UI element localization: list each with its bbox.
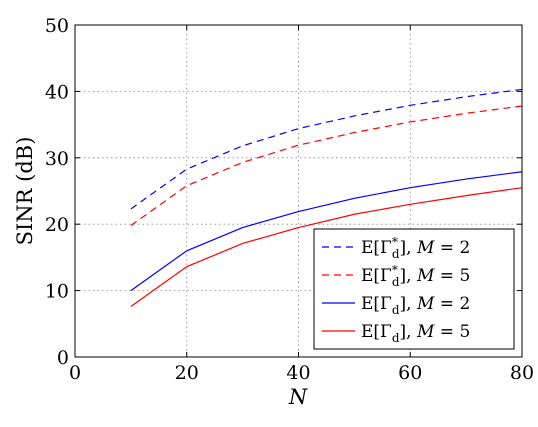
- legend: E[Γ* d], M = 2E[Γ* d], M = 5 E[Γd], M = 2 E[…: [313, 228, 515, 350]
- y-tick-label: 20: [45, 214, 69, 236]
- y-tick-label: 10: [45, 281, 69, 303]
- y-tick-label: 0: [57, 347, 69, 369]
- legend-entry-3: E[Γd], M = 2: [361, 294, 470, 317]
- series-line-2: [130, 105, 523, 227]
- y-tick-label: 40: [45, 81, 69, 103]
- axis-ticks: [74, 24, 523, 358]
- series-line-3: [130, 171, 523, 292]
- x-axis-label: N: [288, 385, 308, 409]
- x-tick-label: 60: [398, 362, 422, 384]
- grid: [75, 25, 522, 357]
- y-axis-label: SINR (dB): [13, 137, 37, 246]
- x-tick-label: 20: [175, 362, 199, 384]
- x-tick-label: 40: [286, 362, 310, 384]
- tick-labels: 0 20 40 60 80 0 10 20 30 40 50: [45, 15, 534, 384]
- legend-entry-1: E[Γ* d], M = 2: [361, 235, 470, 261]
- legend-box: [313, 228, 515, 350]
- series-line-4: [130, 187, 523, 308]
- legend-entry-4: E[Γd], M = 5: [361, 322, 470, 345]
- legend-entry-2: E[Γ* d], M = 5: [361, 263, 470, 289]
- series-lines: [130, 88, 523, 308]
- y-tick-label: 50: [45, 15, 69, 37]
- series-line-1: [130, 88, 523, 210]
- x-tick-label: 0: [69, 362, 81, 384]
- x-tick-label: 80: [510, 362, 534, 384]
- y-tick-label: 30: [45, 148, 69, 170]
